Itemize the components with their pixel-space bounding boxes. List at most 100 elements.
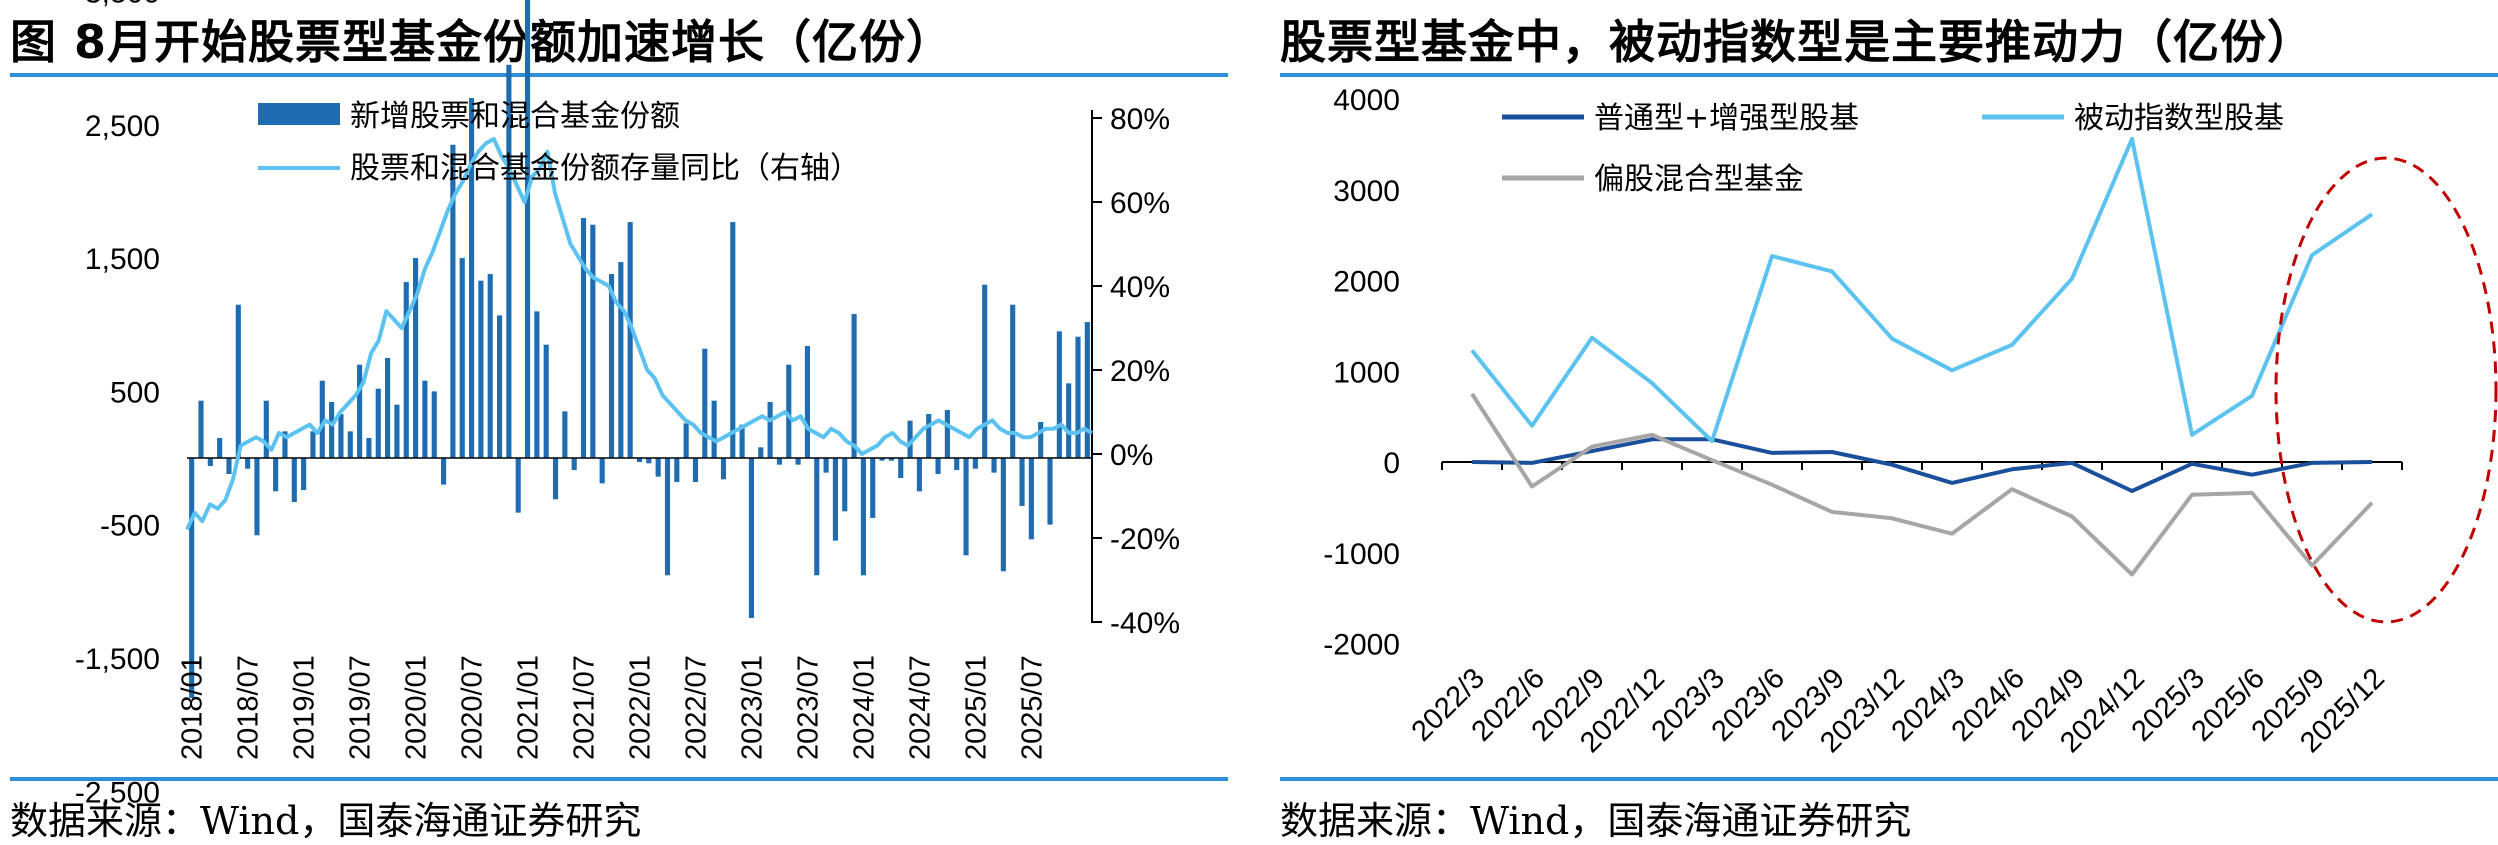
bar	[496, 315, 503, 458]
y-tick-label: 1000	[1333, 356, 1400, 389]
highlight-ellipse	[2274, 156, 2498, 624]
left-y-tick-label: -500	[100, 510, 160, 543]
bar	[879, 458, 885, 461]
bar	[842, 458, 848, 512]
bar	[776, 458, 783, 465]
bar	[1066, 383, 1072, 458]
bar	[711, 400, 717, 458]
bar	[982, 284, 988, 458]
bar	[608, 274, 615, 458]
y-tick-label: -2000	[1323, 629, 1400, 662]
legend-bar-label: 新增股票和混合基金份额	[350, 99, 680, 134]
bar	[1038, 422, 1044, 458]
bar	[198, 400, 204, 458]
x-tick-label: 2021/07	[569, 655, 601, 760]
x-tick-label: 2018/07	[233, 655, 265, 760]
left-chart-panel: 图 8月开始股票型基金份额加速增长（亿份） 4,5003,5002,5001,5…	[0, 0, 1228, 843]
right-y-tick-label: -40%	[1110, 607, 1180, 640]
bar	[524, 0, 531, 458]
bar	[357, 364, 363, 458]
right-y-tick-label: 0%	[1110, 439, 1153, 472]
legend-bar-swatch	[258, 103, 340, 125]
bar	[301, 458, 307, 490]
bar	[1056, 331, 1062, 458]
bar	[935, 458, 941, 474]
bar	[534, 311, 540, 458]
bar	[450, 144, 456, 458]
bar	[898, 458, 904, 478]
right-y-tick-label: 20%	[1110, 355, 1170, 388]
x-tick-label: 2023/07	[792, 655, 824, 760]
bar	[888, 458, 894, 461]
x-tick-label: 2024/01	[848, 655, 880, 760]
x-tick-label: 2022/07	[680, 655, 712, 760]
legend-label-passive: 被动指数型股基	[2074, 101, 2284, 136]
y-tick-label: 2000	[1333, 266, 1400, 299]
x-tick-label: 2019/07	[345, 655, 377, 760]
bar	[403, 282, 409, 458]
bar	[963, 458, 969, 556]
bar	[263, 400, 269, 458]
bar	[422, 380, 428, 458]
bar	[702, 348, 708, 458]
bar	[254, 458, 260, 536]
bar	[282, 431, 288, 458]
bar	[459, 258, 465, 458]
left-title-rule	[10, 73, 1228, 77]
y-tick-label: 0	[1383, 447, 1400, 480]
bar	[543, 344, 549, 458]
x-tick-label: 2025/01	[960, 655, 992, 760]
bar	[1028, 458, 1034, 540]
bar	[217, 438, 223, 458]
x-tick-label: 2022/01	[625, 655, 657, 760]
bar	[552, 458, 559, 500]
bar	[207, 458, 213, 466]
bar	[245, 458, 251, 469]
bar	[366, 438, 372, 458]
x-tick-label: 2020/01	[401, 655, 433, 760]
bar	[1010, 304, 1016, 458]
legend-line-label: 股票和混合基金份额存量同比（右轴）	[350, 151, 860, 186]
bar	[291, 458, 297, 502]
left-y-tick-label: 2,500	[85, 110, 160, 143]
x-tick-label: 2024/07	[904, 655, 936, 760]
left-chart-title: 图 8月开始股票型基金份额加速增长（亿份）	[10, 15, 954, 69]
bar	[487, 274, 493, 458]
bar	[851, 314, 857, 458]
bar	[571, 458, 577, 470]
bar	[814, 458, 820, 576]
left-y-tick-label: -1,500	[75, 643, 160, 676]
bar	[413, 258, 419, 458]
right-source-rule	[1280, 777, 2498, 781]
y-tick-label: 3000	[1333, 175, 1400, 208]
bar	[226, 458, 232, 474]
bar	[795, 458, 801, 465]
series-line	[1470, 136, 2374, 444]
left-y-tick-label: 3,500	[85, 0, 160, 9]
bar	[767, 402, 773, 458]
x-tick-label: 2020/07	[457, 655, 489, 760]
bar	[944, 410, 950, 458]
right-title-rule	[1280, 73, 2498, 77]
bar	[860, 458, 866, 576]
bar	[683, 423, 689, 458]
bar	[599, 458, 605, 484]
bar	[515, 458, 521, 513]
bar	[1047, 458, 1053, 525]
bar	[580, 218, 587, 458]
bar	[478, 280, 484, 458]
bar	[329, 402, 335, 458]
bar	[664, 458, 671, 576]
bar	[618, 262, 624, 458]
series-line	[1471, 437, 2373, 493]
bar	[991, 458, 997, 473]
bar	[674, 458, 680, 482]
right-chart-svg: 40003000200010000-1000-20002022/32022/62…	[1323, 84, 2498, 759]
bar	[758, 447, 764, 458]
right-chart-panel: 股票型基金中，被动指数型是主要推动力（亿份） 4000 3000 2000 1000 0…	[1270, 0, 2498, 843]
bar	[235, 304, 241, 458]
bar	[627, 222, 633, 458]
left-chart-svg: 4,5003,5002,5001,500500-500-1,500-2,5008…	[75, 0, 1180, 809]
bar	[804, 346, 811, 458]
right-chart-source: 数据来源：Wind，国泰海通证券研究	[1280, 799, 1912, 843]
